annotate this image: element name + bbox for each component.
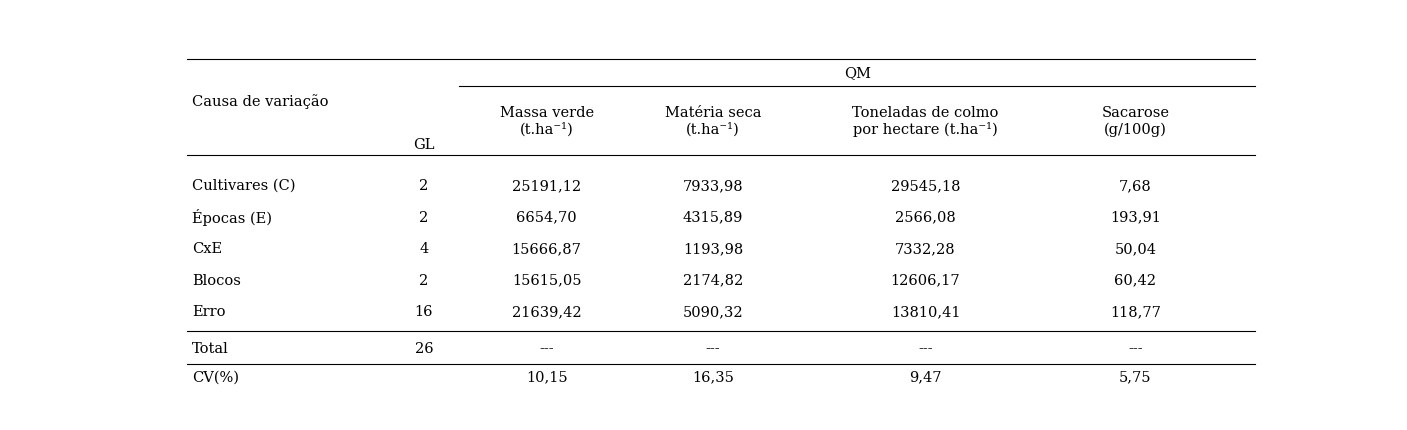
Text: 2: 2: [419, 179, 429, 193]
Text: 10,15: 10,15: [526, 370, 567, 384]
Text: QM: QM: [844, 66, 871, 80]
Text: 193,91: 193,91: [1110, 210, 1161, 224]
Text: 15615,05: 15615,05: [512, 273, 581, 287]
Text: 21639,42: 21639,42: [512, 304, 581, 319]
Text: 26: 26: [415, 341, 433, 355]
Text: 9,47: 9,47: [909, 370, 941, 384]
Text: Total: Total: [193, 341, 229, 355]
Text: ---: ---: [705, 341, 720, 355]
Text: 7,68: 7,68: [1119, 179, 1152, 193]
Text: GL: GL: [414, 137, 435, 151]
Text: 7332,28: 7332,28: [895, 242, 955, 255]
Text: 2: 2: [419, 210, 429, 224]
Text: 5,75: 5,75: [1119, 370, 1152, 384]
Text: 16: 16: [415, 304, 433, 319]
Text: Sacarose
(g/100g): Sacarose (g/100g): [1102, 106, 1169, 136]
Text: 2566,08: 2566,08: [895, 210, 955, 224]
Text: CV(%): CV(%): [193, 370, 239, 384]
Text: 2: 2: [419, 273, 429, 287]
Text: Blocos: Blocos: [193, 273, 241, 287]
Text: 25191,12: 25191,12: [512, 179, 581, 193]
Text: 13810,41: 13810,41: [891, 304, 961, 319]
Text: Cultivares (C): Cultivares (C): [193, 179, 295, 193]
Text: Massa verde
(t.ha⁻¹): Massa verde (t.ha⁻¹): [499, 106, 594, 136]
Text: 60,42: 60,42: [1114, 273, 1157, 287]
Text: 15666,87: 15666,87: [512, 242, 581, 255]
Text: Toneladas de colmo
por hectare (t.ha⁻¹): Toneladas de colmo por hectare (t.ha⁻¹): [853, 105, 999, 137]
Text: CxE: CxE: [193, 242, 222, 255]
Text: Erro: Erro: [193, 304, 225, 319]
Text: ---: ---: [919, 341, 933, 355]
Text: ---: ---: [539, 341, 554, 355]
Text: 29545,18: 29545,18: [891, 179, 961, 193]
Text: 50,04: 50,04: [1114, 242, 1157, 255]
Text: Épocas (E): Épocas (E): [193, 209, 272, 226]
Text: Matéria seca
(t.ha⁻¹): Matéria seca (t.ha⁻¹): [664, 106, 761, 136]
Text: 6654,70: 6654,70: [516, 210, 577, 224]
Text: ---: ---: [1128, 341, 1142, 355]
Text: 2174,82: 2174,82: [682, 273, 743, 287]
Text: 7933,98: 7933,98: [682, 179, 743, 193]
Text: Causa de variação: Causa de variação: [193, 94, 329, 109]
Text: 16,35: 16,35: [692, 370, 734, 384]
Text: 5090,32: 5090,32: [682, 304, 743, 319]
Text: 12606,17: 12606,17: [891, 273, 961, 287]
Text: 4315,89: 4315,89: [682, 210, 743, 224]
Text: 118,77: 118,77: [1110, 304, 1161, 319]
Text: 1193,98: 1193,98: [682, 242, 743, 255]
Text: 4: 4: [419, 242, 429, 255]
